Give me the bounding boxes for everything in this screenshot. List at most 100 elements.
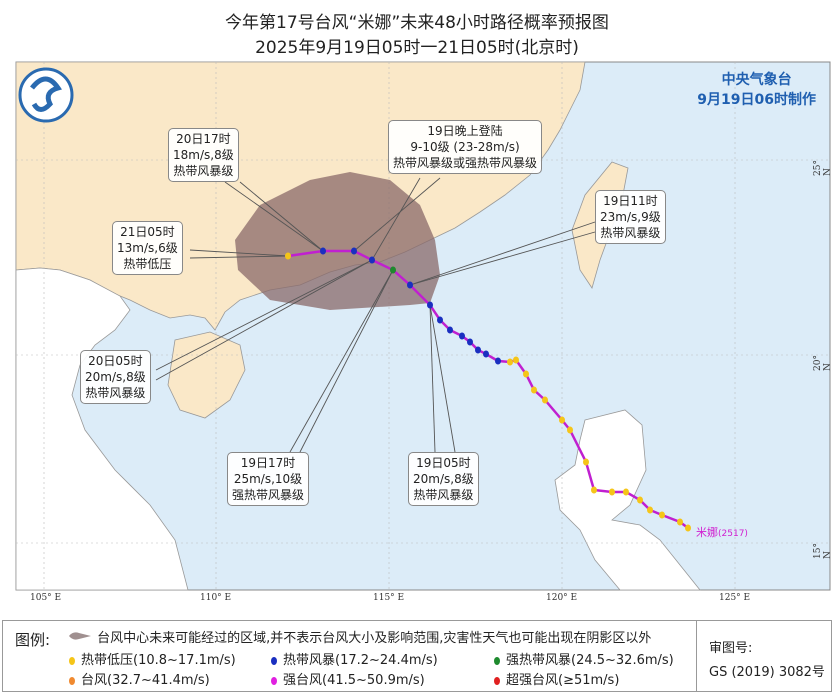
forecast-callout: 20日17时 18m/s,8级 热带风暴级 [168,128,239,182]
track-point [531,386,537,394]
callout-wind: 20m/s,8级 [85,370,146,384]
agency-name: 中央气象台 [721,72,792,88]
track-point [447,326,453,334]
callout-leader-line [353,177,441,252]
callout-level: 热带风暴级 [413,488,474,502]
longitude-tick: 120° E [546,593,578,603]
legend-item-label: 热带低压(10.8~17.1m/s) [81,653,236,668]
intensity-dot-icon [494,676,500,685]
callout-level: 热带风暴级 [85,386,146,400]
callout-wind: 18m/s,8级 [173,148,234,162]
approval-label: 审图号: [709,641,753,656]
callout-leader-line [409,221,596,286]
track-point [647,506,653,514]
legend-item: 强台风(41.5~50.9m/s) [271,669,425,688]
callout-leader-line [429,304,456,453]
legend-item: 超强台风(≥51m/s) [494,669,619,688]
legend-item-label: 强台风(41.5~50.9m/s) [283,673,425,688]
longitude-tick: 125° E [719,593,751,603]
track-point [637,496,643,504]
legend-item: 热带风暴(17.2~24.4m/s) [271,649,438,668]
legend-item: 强热带风暴(24.5~32.6m/s) [494,649,674,668]
legend-item-label: 超强台风(≥51m/s) [506,673,620,688]
longitude-tick: 115° E [373,593,405,603]
track-point [285,252,291,260]
track-point [685,524,691,532]
track-point [591,486,597,494]
callout-leader-line [224,181,324,252]
latitude-tick: 25° N [813,160,833,176]
intensity-dot-icon [69,676,75,685]
track-point [523,370,529,378]
approval-value: GS (2019) 3082号 [709,665,825,680]
track-point [407,281,413,289]
forecast-callout: 19日05时 20m/s,8级 热带风暴级 [408,452,479,506]
legend-cone-text: 台风中心未来可能经过的区域,并不表示台风大小及影响范围,灾害性天气也可能出现在阴… [97,631,652,646]
track-point [320,247,326,255]
forecast-callout: 21日05时 13m/s,6级 热带低压 [112,221,183,275]
forecast-callout: 20日05时 20m/s,8级 热带风暴级 [80,350,151,404]
legend-cone: 台风中心未来可能经过的区域,并不表示台风大小及影响范围,灾害性天气也可能出现在阴… [67,627,651,646]
typhoon-code: (2517) [718,529,748,539]
typhoon-name: 米娜 [696,526,718,539]
track-point [623,488,629,496]
callout-level: 热带低压 [123,257,172,271]
callout-leader-line [155,259,373,381]
callout-leader-line [155,259,373,371]
latitude-tick: 15° N [813,543,833,559]
longitude-tick: 110° E [200,593,232,603]
intensity-dot-icon [494,656,500,665]
legend-item: 台风(32.7~41.4m/s) [69,669,210,688]
track-point [495,357,501,365]
callout-leader-line [371,177,421,261]
callout-time: 19日17时 [240,456,296,470]
track-point [483,350,489,358]
callout-time: 19日晚上登陆 [427,124,503,138]
intensity-dot-icon [271,676,277,685]
track-point [583,458,589,466]
legend-item: 热带低压(10.8~17.1m/s) [69,649,236,668]
forecast-callout: 19日11时 23m/s,9级 热带风暴级 [595,190,666,244]
cma-logo [18,67,74,123]
track-point [677,518,683,526]
track-point [351,247,357,255]
approval-number: 审图号: GS (2019) 3082号 [696,621,832,691]
track-point [507,358,513,366]
intensity-dot-icon [69,656,75,665]
callout-time: 20日05时 [88,354,143,368]
typhoon-name-label: 米娜(2517) [696,524,748,540]
luzon-island [554,409,701,591]
track-point [459,332,465,340]
track-point [467,338,473,346]
callout-level: 热带风暴级 [600,226,661,240]
track-point [609,488,615,496]
legend-item-label: 台风(32.7~41.4m/s) [81,673,210,688]
track-point [542,396,548,404]
legend-item-label: 强热带风暴(24.5~32.6m/s) [506,653,674,668]
probability-cone [235,172,440,310]
map-subtitle: 2025年9月19日05时一21日05时(北京时) [255,38,579,58]
longitude-tick: 105° E [30,593,62,603]
track-point [513,356,519,364]
issue-time: 9月19日06时制作 [697,92,816,108]
callout-wind: 25m/s,10级 [233,472,303,486]
callout-leader-line [189,255,289,259]
callout-leader-line [289,269,394,453]
callout-wind: 23m/s,9级 [600,210,661,224]
callout-wind: 13m/s,6级 [117,241,178,255]
callout-time: 21日05时 [120,225,175,239]
cone-swatch-icon [69,632,91,640]
intensity-dot-icon [271,656,277,665]
legend: 图例: 台风中心未来可能经过的区域,并不表示台风大小及影响范围,灾害性天气也可能… [2,620,832,692]
track-point [559,416,565,424]
map-title: 今年第17号台风“米娜”未来48小时路径概率预报图 [225,13,609,33]
track-point [567,426,573,434]
track-point [475,346,481,354]
latitude-tick: 20° N [813,355,833,371]
hainan-island [167,331,246,419]
track-point [427,301,433,309]
legend-item-label: 热带风暴(17.2~24.4m/s) [283,653,438,668]
callout-level: 热带风暴级或强热带风暴级 [393,156,538,170]
track-point [659,511,665,519]
